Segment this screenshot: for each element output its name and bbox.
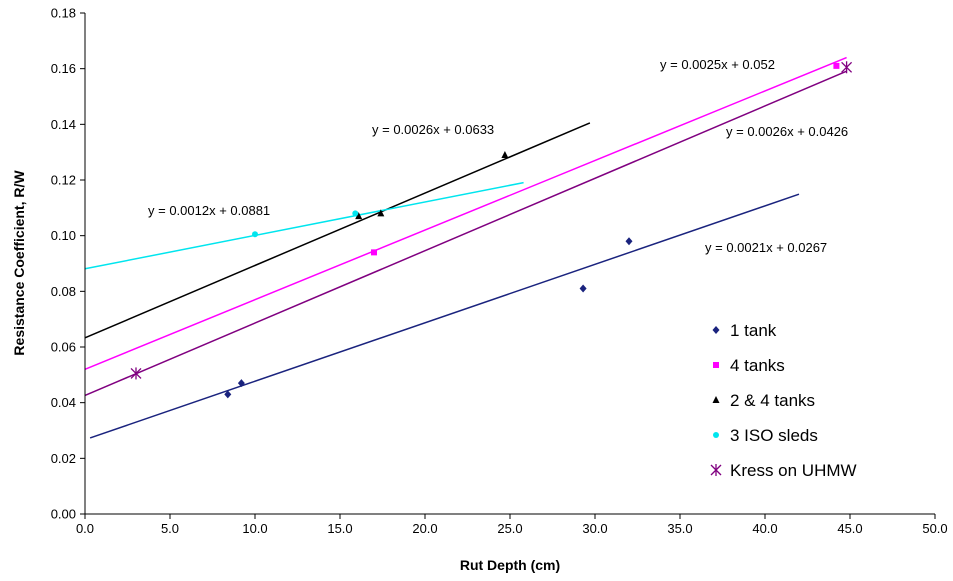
equation-1-tank: y = 0.0021x + 0.0267 [705, 240, 827, 255]
legend-marker-3-iso-sleds [713, 432, 719, 438]
equation-2-4-tanks: y = 0.0026x + 0.0633 [372, 122, 494, 137]
legend-marker-4-tanks [713, 362, 719, 368]
y-tick-label: 0.02 [51, 451, 76, 466]
legend: 1 tank 4 tanks 2 & 4 tanks 3 ISO sleds Kress… [710, 321, 857, 480]
trendline-3-iso-sleds [84, 181, 524, 270]
y-tick-label: 0.14 [51, 117, 76, 132]
x-axis-ticks: 0.0 5.0 10.0 15.0 20.0 25.0 30.0 35.0 40.0 45.0 50… [76, 514, 948, 536]
x-tick-label: 25.0 [497, 521, 522, 536]
plot-area [85, 13, 935, 514]
data-point-2-4-tanks [355, 212, 363, 220]
equation-kress-on-uhmw: y = 0.0026x + 0.0426 [726, 124, 848, 139]
y-tick-label: 0.04 [51, 395, 76, 410]
data-point-kress-on-uhmw [841, 61, 853, 74]
data-point-4-tanks [371, 249, 377, 256]
x-tick-label: 40.0 [752, 521, 777, 536]
trendline-1-tank [89, 193, 800, 439]
x-tick-label: 50.0 [922, 521, 947, 536]
x-tick-label: 20.0 [412, 521, 437, 536]
y-axis-ticks: 0.00 0.02 0.04 0.06 0.08 0.10 0.12 0.14 0.16 0.18 [51, 6, 85, 522]
data-point-kress-on-uhmw [130, 367, 142, 380]
y-tick-label: 0.08 [51, 284, 76, 299]
trendline-4-tanks [84, 56, 847, 370]
x-axis-title: Rut Depth (cm) [460, 557, 560, 573]
legend-marker-kress-on-uhmw [710, 464, 722, 476]
legend-marker-1-tank [712, 326, 720, 334]
legend-label-1-tank: 1 tank [730, 321, 777, 340]
trendline-kress-on-uhmw [84, 70, 847, 397]
y-tick-label: 0.18 [51, 6, 76, 21]
legend-label-3-iso-sleds: 3 ISO sleds [730, 426, 818, 445]
legend-label-2-4-tanks: 2 & 4 tanks [730, 391, 815, 410]
data-point-1-tank [237, 379, 245, 388]
y-tick-label: 0.06 [51, 340, 76, 355]
x-tick-label: 45.0 [837, 521, 862, 536]
x-tick-label: 35.0 [667, 521, 692, 536]
trendlines [84, 56, 847, 439]
data-point-1-tank [625, 237, 633, 246]
y-axis-title: Resistance Coefficient, R/W [11, 170, 27, 356]
data-markers [130, 61, 853, 399]
data-point-3-iso-sleds [352, 210, 359, 217]
y-tick-label: 0.10 [51, 228, 76, 243]
x-tick-label: 10.0 [242, 521, 267, 536]
data-point-4-tanks [833, 62, 840, 69]
y-tick-label: 0.12 [51, 173, 76, 188]
data-point-2-4-tanks [377, 209, 385, 217]
legend-label-4-tanks: 4 tanks [730, 356, 785, 375]
y-tick-label: 0.00 [51, 507, 76, 522]
legend-marker-2-4-tanks [712, 396, 720, 403]
y-tick-label: 0.16 [51, 61, 76, 76]
data-point-1-tank [579, 284, 587, 293]
equation-4-tanks: y = 0.0025x + 0.052 [660, 57, 775, 72]
data-point-2-4-tanks [501, 150, 509, 158]
trendline-2-4-tanks [84, 122, 591, 339]
data-point-3-iso-sleds [252, 231, 258, 238]
trendline-equations: y = 0.0021x + 0.0267 y = 0.0025x + 0.052… [148, 57, 848, 255]
x-tick-label: 5.0 [161, 521, 179, 536]
legend-label-kress-on-uhmw: Kress on UHMW [730, 461, 857, 480]
x-tick-label: 30.0 [582, 521, 607, 536]
equation-3-iso-sleds: y = 0.0012x + 0.0881 [148, 203, 270, 218]
x-tick-label: 0.0 [76, 521, 94, 536]
x-tick-label: 15.0 [327, 521, 352, 536]
data-point-1-tank [224, 390, 232, 399]
